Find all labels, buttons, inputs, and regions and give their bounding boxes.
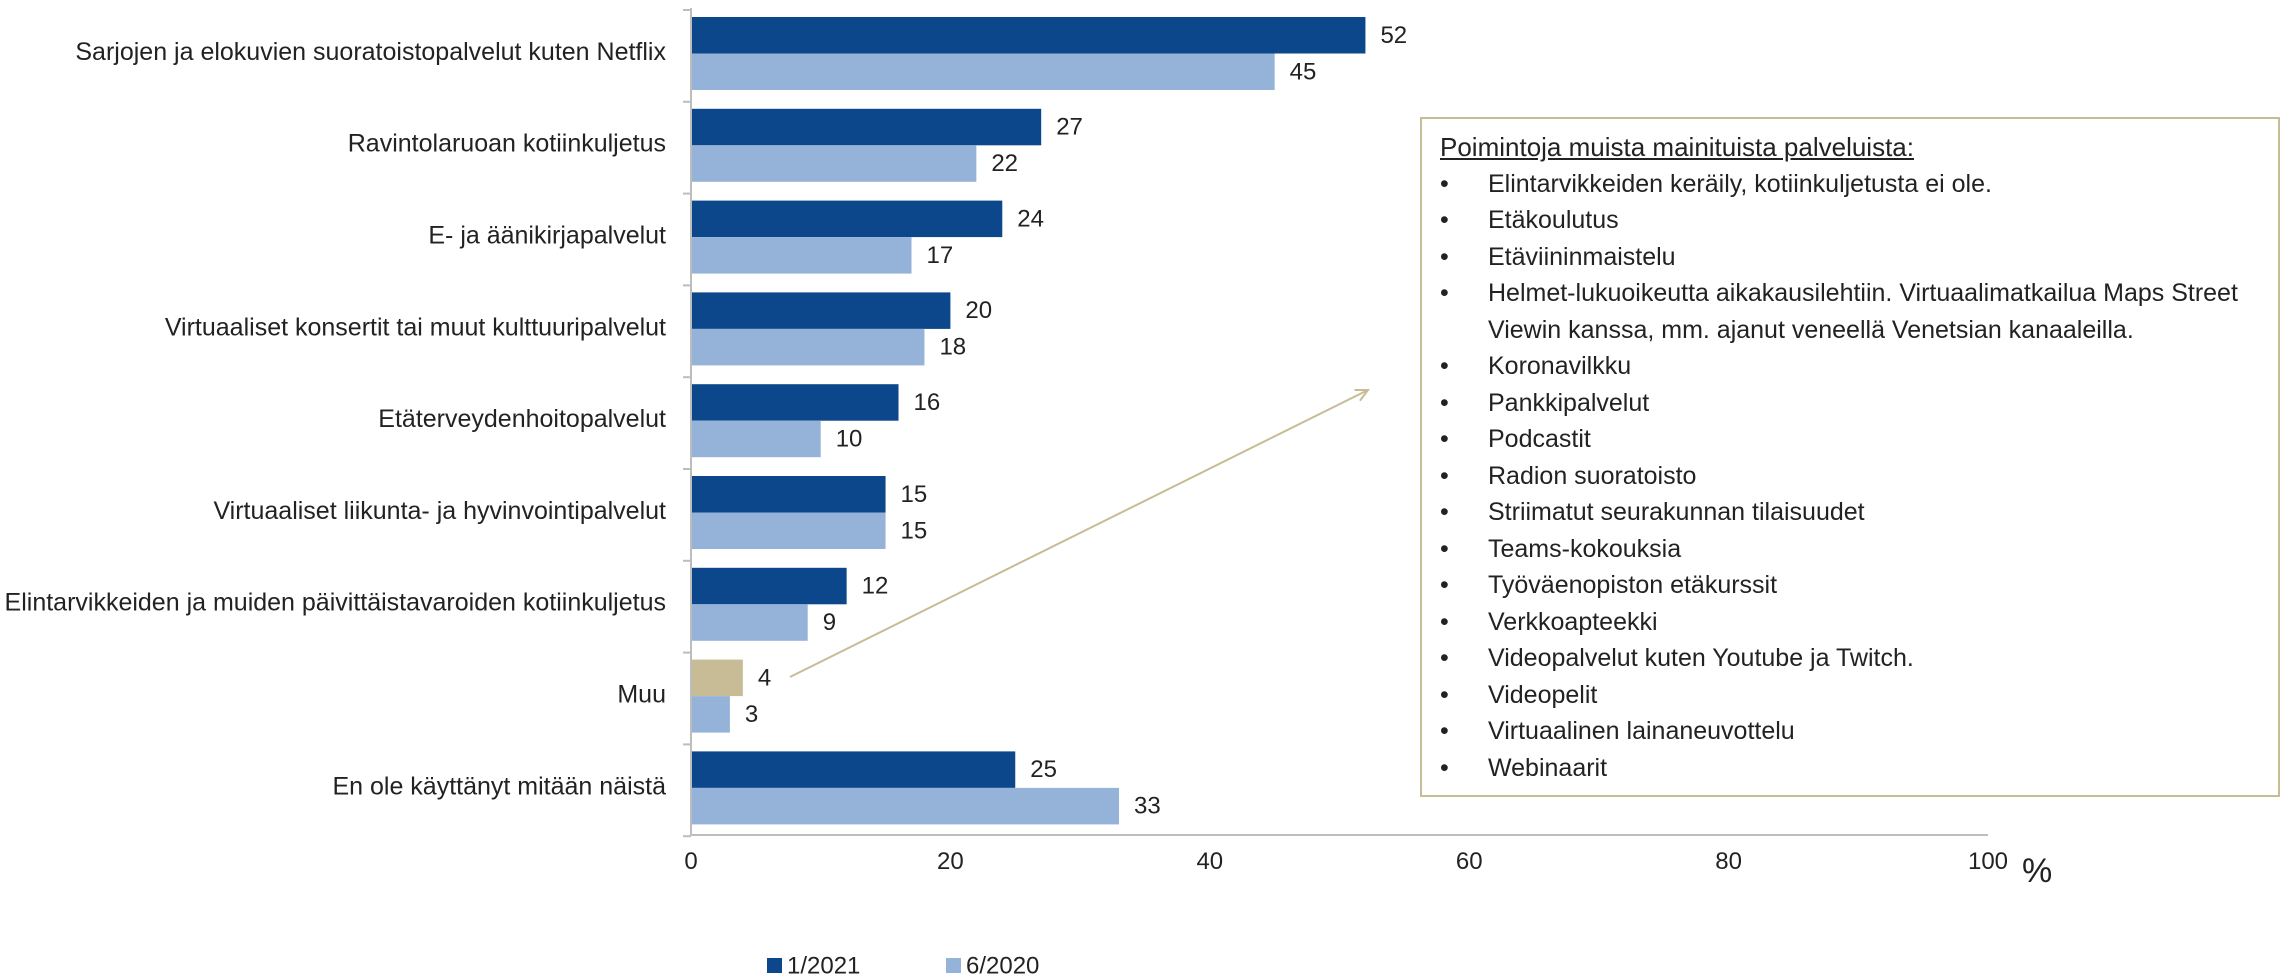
category-label: En ole käyttänyt mitään näistä xyxy=(332,772,666,800)
legend-swatch xyxy=(946,958,961,973)
bar-1-2021 xyxy=(691,292,951,329)
value-label: 16 xyxy=(914,389,941,416)
bar-6-2020 xyxy=(691,237,912,274)
category-label: Virtuaaliset liikunta- ja hyvinvointipal… xyxy=(213,497,666,525)
value-label: 15 xyxy=(901,517,928,544)
bar-6-2020 xyxy=(691,53,1275,90)
annotation-item: Striimatut seurakunnan tilaisuudet xyxy=(1440,494,2260,531)
value-label: 18 xyxy=(939,334,966,361)
category-label: E- ja äänikirjapalvelut xyxy=(428,222,666,250)
annotation-item: Helmet-lukuoikeutta aikakausilehtiin. Vi… xyxy=(1440,275,2260,348)
value-label: 45 xyxy=(1290,58,1317,85)
value-label: 20 xyxy=(965,297,992,324)
value-label: 4 xyxy=(758,664,771,691)
category-label: Sarjojen ja elokuvien suoratoistopalvelu… xyxy=(75,38,666,66)
bar-6-2020 xyxy=(691,420,821,458)
annotation-item: Etäviininmaistelu xyxy=(1440,239,2260,276)
annotation-arrow xyxy=(789,390,1368,678)
bar-1-2021 xyxy=(691,476,886,513)
annotation-item: Koronavilkku xyxy=(1440,348,2260,385)
value-label: 25 xyxy=(1030,756,1057,783)
category-label: Elintarvikkeiden ja muiden päivittäistav… xyxy=(5,589,666,617)
annotation-item: Videopelit xyxy=(1440,677,2260,714)
value-label: 15 xyxy=(901,481,928,508)
annotation-item: Verkkoapteekki xyxy=(1440,604,2260,641)
value-label: 3 xyxy=(745,701,758,728)
legend-label: 6/2020 xyxy=(966,953,1039,980)
bar-1-2021 xyxy=(691,17,1366,54)
legend-swatch xyxy=(767,958,782,973)
annotation-item: Virtuaalinen lainaneuvottelu xyxy=(1440,713,2260,750)
bar-6-2020 xyxy=(691,512,886,549)
value-label: 10 xyxy=(836,425,863,452)
annotation-box: Poimintoja muista mainituista palveluist… xyxy=(1420,117,2280,797)
annotation-title: Poimintoja muista mainituista palveluist… xyxy=(1440,132,1914,162)
x-tick-label: 100 xyxy=(1968,848,2008,875)
annotation-item: Radion suoratoisto xyxy=(1440,458,2260,495)
bar-1-2021 xyxy=(691,751,1016,788)
annotation-item: Pankkipalvelut xyxy=(1440,385,2260,422)
bar-6-2020 xyxy=(691,328,925,366)
annotation-item: Webinaarit xyxy=(1440,750,2260,787)
bar-6-2020 xyxy=(691,696,730,733)
bar-1-2021 xyxy=(691,384,899,421)
bar-6-2020 xyxy=(691,604,808,641)
bar-6-2020 xyxy=(691,145,977,182)
annotation-item: Työväenopiston etäkurssit xyxy=(1440,567,2260,604)
bar-6-2020 xyxy=(691,787,1120,825)
value-label: 52 xyxy=(1380,22,1407,49)
category-label: Muu xyxy=(617,681,666,709)
annotation-item: Podcastit xyxy=(1440,421,2260,458)
value-label: 12 xyxy=(862,573,889,600)
value-label: 9 xyxy=(823,609,836,636)
category-label: Virtuaaliset konsertit tai muut kulttuur… xyxy=(165,313,666,341)
value-label: 24 xyxy=(1017,205,1044,232)
value-label: 27 xyxy=(1056,114,1083,141)
annotation-item: Teams-kokouksia xyxy=(1440,531,2260,568)
x-tick-label: 80 xyxy=(1715,848,1742,875)
x-tick-label: 0 xyxy=(684,848,697,875)
value-label: 33 xyxy=(1134,793,1161,820)
bar-1-2021 xyxy=(691,200,1003,238)
bar-1-2021 xyxy=(691,659,743,697)
category-label: Etäterveydenhoitopalvelut xyxy=(378,405,666,433)
x-tick-label: 40 xyxy=(1196,848,1223,875)
legend-label: 1/2021 xyxy=(787,953,860,980)
x-tick-label: 20 xyxy=(937,848,964,875)
x-axis-unit-label: % xyxy=(2022,852,2052,890)
annotation-item: Etäkoulutus xyxy=(1440,202,2260,239)
bar-1-2021 xyxy=(691,108,1042,146)
x-tick-label: 60 xyxy=(1456,848,1483,875)
annotation-item: Videopalvelut kuten Youtube ja Twitch. xyxy=(1440,640,2260,677)
value-label: 17 xyxy=(926,242,953,269)
category-label: Ravintolaruoan kotiinkuljetus xyxy=(348,130,666,158)
bar-1-2021 xyxy=(691,567,847,605)
annotation-item: Elintarvikkeiden keräily, kotiinkuljetus… xyxy=(1440,166,2260,203)
annotation-list: Elintarvikkeiden keräily, kotiinkuljetus… xyxy=(1440,166,2260,787)
value-label: 22 xyxy=(991,150,1018,177)
